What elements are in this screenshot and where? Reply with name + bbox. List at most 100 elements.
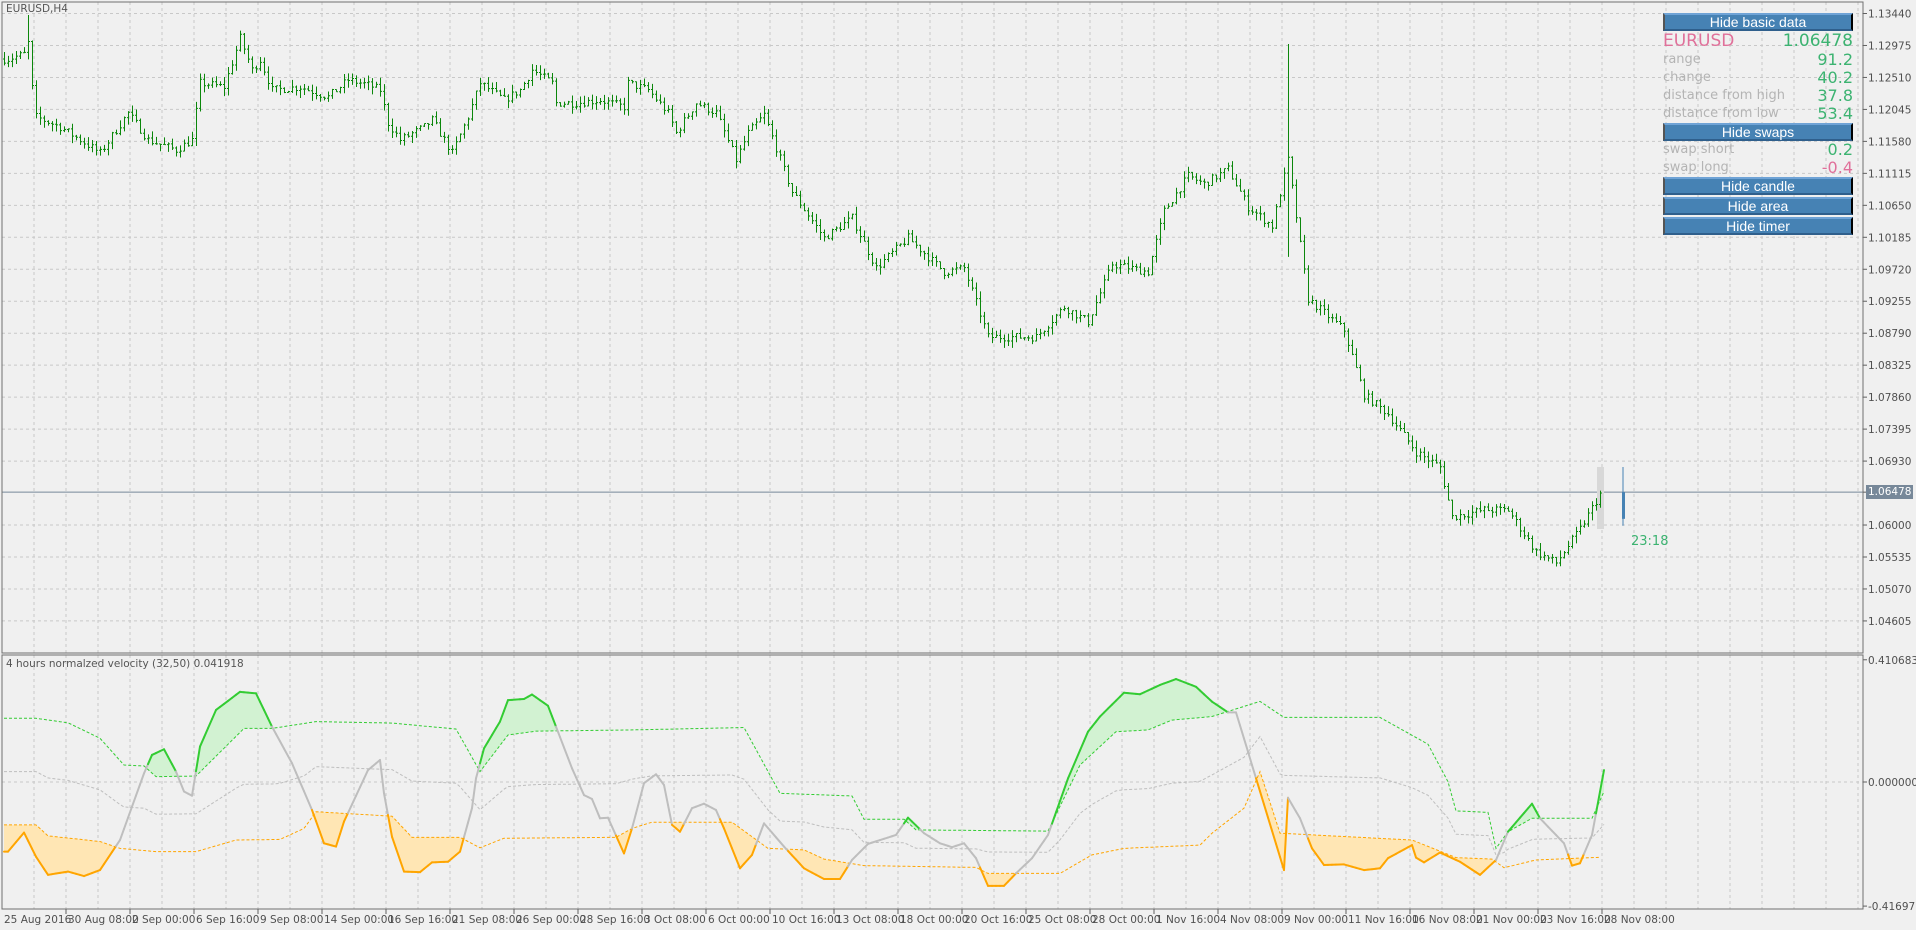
distance-low-value: 53.4 bbox=[1817, 104, 1853, 123]
price-bar bbox=[1595, 498, 1598, 511]
hide-candle-button[interactable]: Hide candle bbox=[1663, 177, 1853, 195]
hide-timer-button[interactable]: Hide timer bbox=[1663, 217, 1853, 235]
velocity-fill-down bbox=[1272, 808, 1276, 844]
velocity-fill-down bbox=[1004, 873, 1008, 886]
velocity-segment-neutral bbox=[759, 822, 765, 835]
velocity-fill-down bbox=[840, 861, 844, 880]
hide-swaps-button[interactable]: Hide swaps bbox=[1663, 123, 1853, 141]
price-bar bbox=[1023, 337, 1026, 341]
velocity-segment-neutral bbox=[363, 769, 369, 780]
velocity-segment-neutral bbox=[967, 847, 973, 855]
velocity-fill-down bbox=[824, 859, 828, 880]
price-bar bbox=[1351, 339, 1354, 356]
price-bar bbox=[215, 76, 218, 88]
velocity-segment-down bbox=[111, 845, 117, 854]
price-bar bbox=[1151, 255, 1154, 276]
price-bar bbox=[863, 230, 866, 242]
hide-area-button[interactable]: Hide area bbox=[1663, 197, 1853, 215]
price-bar bbox=[1147, 267, 1150, 277]
price-bar bbox=[623, 97, 626, 115]
symbol-row: EURUSD 1.06478 bbox=[1663, 31, 1853, 51]
price-bar bbox=[151, 131, 154, 146]
velocity-fill-down bbox=[836, 861, 840, 880]
velocity-fill-down bbox=[1320, 835, 1324, 866]
velocity-segment-up bbox=[1523, 807, 1529, 815]
velocity-fill-up bbox=[236, 691, 240, 737]
velocity-segment-up bbox=[483, 740, 489, 750]
price-bar bbox=[1287, 44, 1290, 257]
velocity-fill-up bbox=[1160, 683, 1164, 726]
price-bar bbox=[1295, 179, 1298, 223]
velocity-fill-down bbox=[1260, 771, 1264, 805]
price-bar bbox=[915, 235, 918, 249]
price-bar bbox=[1259, 205, 1262, 221]
price-bar bbox=[843, 216, 846, 231]
velocity-fill-down bbox=[320, 811, 324, 844]
velocity-segment-up bbox=[499, 709, 505, 723]
price-bar bbox=[1583, 520, 1586, 528]
price-bar bbox=[1435, 453, 1438, 464]
price-bar bbox=[155, 136, 158, 145]
velocity-fill-down bbox=[1400, 839, 1404, 852]
price-bar bbox=[1099, 288, 1102, 304]
price-bar bbox=[499, 89, 502, 97]
velocity-segment-neutral bbox=[631, 812, 637, 830]
velocity-fill-up bbox=[160, 749, 164, 777]
velocity-fill-down bbox=[1328, 835, 1332, 865]
velocity-segment-up bbox=[1079, 740, 1085, 752]
range-label: range bbox=[1663, 52, 1701, 67]
velocity-segment-up bbox=[1071, 758, 1077, 771]
main-pane-frame bbox=[1, 1, 1864, 654]
velocity-fill-down bbox=[744, 830, 748, 864]
velocity-fill-down bbox=[1344, 836, 1348, 866]
time-axis-label: 6 Oct 00:00 bbox=[708, 914, 770, 926]
velocity-segment-up bbox=[479, 747, 485, 765]
velocity-fill-down bbox=[336, 812, 340, 847]
price-bar bbox=[871, 252, 874, 267]
price-bar bbox=[771, 120, 774, 140]
price-bar bbox=[523, 81, 526, 91]
price-bar bbox=[307, 85, 310, 92]
price-bar bbox=[423, 123, 426, 128]
time-axis-label: 16 Nov 08:00 bbox=[1412, 914, 1483, 926]
price-bar bbox=[539, 65, 542, 81]
price-bar bbox=[1139, 262, 1142, 275]
time-axis-label: 30 Aug 08:00 bbox=[68, 914, 139, 926]
velocity-fill-down bbox=[80, 839, 84, 877]
price-bar bbox=[855, 206, 858, 234]
velocity-fill-down bbox=[324, 812, 328, 845]
velocity-fill-up bbox=[1152, 686, 1156, 729]
velocity-segment-neutral bbox=[563, 746, 569, 759]
price-bar bbox=[171, 138, 174, 151]
price-axis-label: 1.11580 bbox=[1868, 136, 1911, 148]
price-bar bbox=[51, 121, 54, 132]
velocity-fill-up bbox=[204, 728, 208, 769]
velocity-fill-up bbox=[1188, 683, 1192, 719]
price-bar bbox=[935, 255, 938, 267]
price-bar bbox=[107, 140, 110, 156]
price-bar bbox=[487, 77, 490, 92]
velocity-fill-down bbox=[1476, 858, 1480, 875]
price-bar bbox=[187, 136, 190, 147]
velocity-segment-neutral bbox=[635, 797, 641, 815]
price-bar bbox=[743, 135, 746, 151]
hide-basic-data-button[interactable]: Hide basic data bbox=[1663, 13, 1853, 31]
velocity-fill-up bbox=[248, 692, 252, 729]
price-bar bbox=[747, 125, 750, 147]
price-bar bbox=[627, 76, 630, 116]
price-bar bbox=[1323, 299, 1326, 315]
price-bar bbox=[1059, 307, 1062, 319]
velocity-fill-down bbox=[808, 851, 812, 873]
price-bar bbox=[1587, 508, 1590, 527]
velocity-segment-down bbox=[23, 831, 29, 842]
velocity-segment-neutral bbox=[471, 777, 477, 810]
price-bar bbox=[763, 105, 766, 125]
velocity-segment-neutral bbox=[143, 763, 149, 775]
symbol-price: 1.06478 bbox=[1782, 31, 1853, 51]
price-bar bbox=[1067, 306, 1070, 319]
price-bar bbox=[799, 190, 802, 209]
velocity-fill-down bbox=[992, 873, 996, 886]
change-label: change bbox=[1663, 70, 1711, 85]
price-bar bbox=[1123, 259, 1126, 266]
